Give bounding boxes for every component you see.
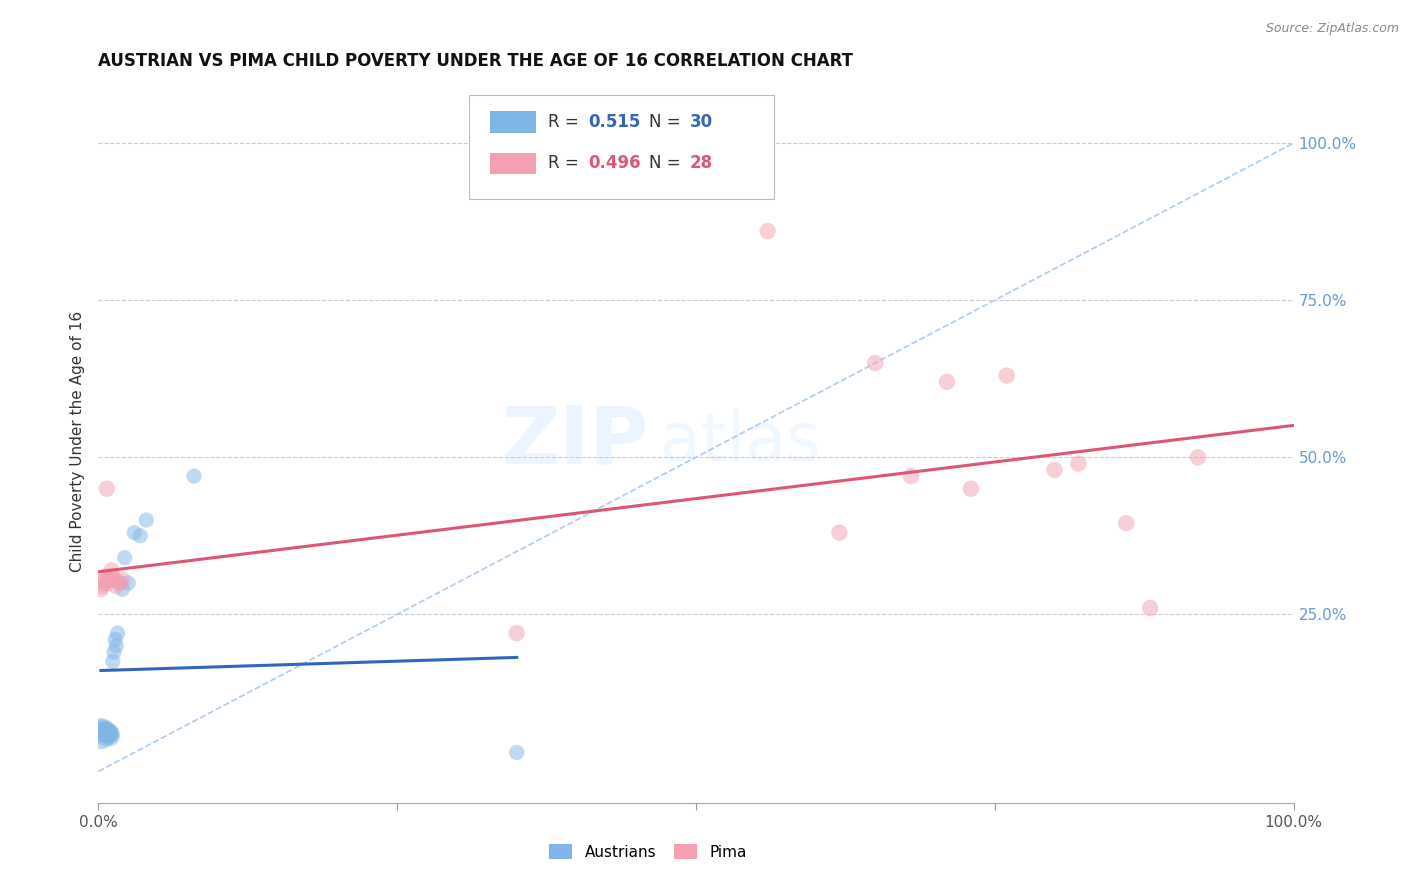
Point [98, 727, 122, 741]
Point [114, 550, 136, 565]
Point [135, 513, 157, 527]
Point [97, 728, 120, 742]
Point [865, 356, 887, 370]
Point [91, 723, 114, 738]
Point [124, 525, 146, 540]
Point [900, 469, 922, 483]
Point [105, 579, 128, 593]
Text: 28: 28 [690, 154, 713, 172]
FancyBboxPatch shape [470, 95, 773, 200]
Point [117, 575, 139, 590]
Point [100, 563, 122, 577]
Point [98, 573, 121, 587]
Point [828, 525, 851, 540]
Point [101, 655, 124, 669]
Legend: Austrians, Pima: Austrians, Pima [541, 836, 755, 867]
Text: ZIP: ZIP [501, 402, 648, 481]
Point [1067, 457, 1090, 471]
Point [91, 575, 114, 590]
Point [960, 482, 983, 496]
Point [936, 375, 959, 389]
Text: 0.515: 0.515 [589, 113, 641, 131]
Point [101, 569, 124, 583]
Point [96, 727, 118, 741]
Point [90, 582, 112, 597]
Text: AUSTRIAN VS PIMA CHILD POVERTY UNDER THE AGE OF 16 CORRELATION CHART: AUSTRIAN VS PIMA CHILD POVERTY UNDER THE… [98, 53, 853, 70]
Point [107, 626, 129, 640]
Point [91, 579, 114, 593]
Point [183, 469, 205, 483]
Point [995, 368, 1018, 383]
Point [98, 725, 121, 739]
Point [93, 573, 115, 587]
Point [96, 723, 118, 738]
Point [90, 727, 112, 741]
Point [1115, 516, 1137, 531]
Point [103, 645, 125, 659]
Text: Source: ZipAtlas.com: Source: ZipAtlas.com [1265, 22, 1399, 36]
Point [1187, 450, 1209, 465]
Point [91, 727, 114, 741]
Point [91, 723, 114, 738]
Point [98, 569, 122, 583]
Text: R =: R = [548, 113, 583, 131]
Point [108, 575, 131, 590]
Point [94, 569, 117, 583]
Point [93, 725, 115, 739]
Text: N =: N = [650, 154, 686, 172]
Point [756, 224, 779, 238]
Text: 30: 30 [690, 113, 713, 131]
Bar [491, 112, 536, 133]
Point [100, 727, 122, 741]
Point [91, 722, 114, 736]
Text: 0.496: 0.496 [589, 154, 641, 172]
Point [105, 639, 128, 653]
Point [1043, 463, 1066, 477]
Point [111, 582, 134, 597]
Point [506, 626, 529, 640]
Text: atlas: atlas [661, 409, 821, 475]
Point [104, 632, 127, 647]
Point [1139, 601, 1161, 615]
Point [103, 573, 125, 587]
Y-axis label: Child Poverty Under the Age of 16: Child Poverty Under the Age of 16 [70, 311, 86, 572]
Point [111, 573, 134, 587]
Point [96, 482, 118, 496]
Text: R =: R = [548, 154, 583, 172]
Point [97, 575, 120, 590]
Point [108, 575, 131, 590]
Text: N =: N = [650, 113, 686, 131]
Point [129, 529, 152, 543]
Point [93, 730, 115, 744]
Point [506, 746, 529, 760]
Bar [491, 153, 536, 174]
Point [94, 723, 117, 738]
Point [98, 730, 122, 744]
Point [94, 727, 117, 741]
